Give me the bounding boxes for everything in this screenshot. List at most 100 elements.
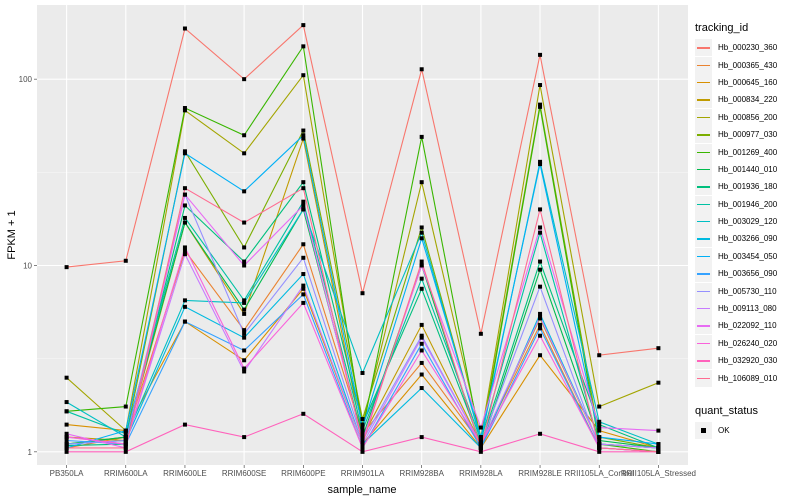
legend-label: Hb_026240_020 xyxy=(718,338,778,348)
x-tick-label: RRII105LA_Stressed xyxy=(621,469,696,478)
data-point xyxy=(538,230,543,235)
data-point xyxy=(597,438,602,443)
data-point xyxy=(182,252,187,257)
legend-item: Hb_022092_110 xyxy=(695,317,800,335)
data-point xyxy=(64,438,69,443)
data-point xyxy=(656,445,661,450)
color-legend-title: tracking_id xyxy=(695,22,749,34)
legend-item: Hb_009113_080 xyxy=(695,300,800,318)
data-point xyxy=(360,431,365,436)
data-point xyxy=(538,311,543,316)
line-key-icon xyxy=(695,143,712,161)
data-point xyxy=(182,422,187,427)
legend-label: Hb_106089_010 xyxy=(718,373,778,383)
data-point xyxy=(419,386,424,391)
data-point xyxy=(182,215,187,220)
data-point xyxy=(64,375,69,380)
shape-legend: quant_status OK xyxy=(695,405,758,440)
data-point xyxy=(301,300,306,305)
data-point xyxy=(360,428,365,433)
data-point xyxy=(64,435,69,440)
data-point xyxy=(242,331,247,336)
data-point xyxy=(123,435,128,440)
data-point xyxy=(123,438,128,443)
data-point xyxy=(538,267,543,272)
data-point xyxy=(538,314,543,319)
data-point xyxy=(242,358,247,363)
legend-item: Hb_001269_400 xyxy=(695,143,800,161)
data-point xyxy=(656,428,661,433)
legend-item: Hb_000230_360 xyxy=(695,39,800,57)
data-point xyxy=(419,341,424,346)
data-point xyxy=(419,360,424,365)
legend-label: Hb_003656_090 xyxy=(718,269,778,279)
data-point xyxy=(419,276,424,281)
data-point xyxy=(242,366,247,371)
data-point xyxy=(182,192,187,197)
legend-item: Hb_003656_090 xyxy=(695,265,800,283)
legend-item: Hb_001440_010 xyxy=(695,160,800,178)
legend-label: Hb_000856_200 xyxy=(718,112,778,122)
legend-label: Hb_000834_220 xyxy=(718,95,778,105)
data-point xyxy=(64,445,69,450)
legend-label: Hb_003266_090 xyxy=(718,234,778,244)
data-point xyxy=(419,67,424,72)
data-point xyxy=(538,322,543,327)
data-point xyxy=(538,162,543,167)
data-point xyxy=(64,409,69,414)
shape-legend-label: OK xyxy=(718,426,730,436)
data-point xyxy=(242,311,247,316)
line-key-icon xyxy=(695,160,712,178)
line-key-icon xyxy=(695,178,712,196)
data-point xyxy=(242,435,247,440)
data-point xyxy=(419,225,424,230)
x-axis-title: sample_name xyxy=(327,484,396,496)
data-point xyxy=(656,449,661,454)
data-point xyxy=(538,431,543,436)
data-point xyxy=(301,23,306,28)
line-key-icon xyxy=(695,247,712,265)
data-point xyxy=(123,442,128,447)
data-point xyxy=(242,220,247,225)
data-point xyxy=(360,442,365,447)
legend-item: Hb_000856_200 xyxy=(695,108,800,126)
line-key-icon xyxy=(695,39,712,57)
data-point xyxy=(597,445,602,450)
point-key-icon xyxy=(695,422,712,440)
data-point xyxy=(478,449,483,454)
data-point xyxy=(182,304,187,309)
x-tick-label: RRIM928BA xyxy=(399,469,444,478)
legend-item: Hb_005730_110 xyxy=(695,282,800,300)
line-key-icon xyxy=(695,56,712,74)
data-point xyxy=(419,263,424,268)
x-tick-label: RRIM901LA xyxy=(341,469,385,478)
data-point xyxy=(242,369,247,374)
data-point xyxy=(478,425,483,430)
data-point xyxy=(64,431,69,436)
data-point xyxy=(242,307,247,312)
line-key-icon xyxy=(695,317,712,335)
line-key-icon xyxy=(695,369,712,387)
data-point xyxy=(538,83,543,88)
data-point xyxy=(419,372,424,377)
data-point xyxy=(538,259,543,264)
y-tick-label: 10 xyxy=(23,262,32,271)
data-point xyxy=(123,431,128,436)
shape-legend-item: OK xyxy=(695,422,758,440)
x-tick-label: RRII105LA_Control xyxy=(565,469,635,478)
data-point xyxy=(478,438,483,443)
data-point xyxy=(123,428,128,433)
data-point xyxy=(242,300,247,305)
data-point xyxy=(597,419,602,424)
data-point xyxy=(538,333,543,338)
data-point xyxy=(478,331,483,336)
x-tick-label: RRIM928LE xyxy=(518,469,562,478)
data-point xyxy=(419,286,424,291)
line-key-icon xyxy=(695,352,712,370)
legend-label: Hb_000365_430 xyxy=(718,60,778,70)
legend-item: Hb_001936_180 xyxy=(695,178,800,196)
data-point xyxy=(419,259,424,264)
x-tick-label: PB350LA xyxy=(50,469,84,478)
data-point xyxy=(64,400,69,405)
